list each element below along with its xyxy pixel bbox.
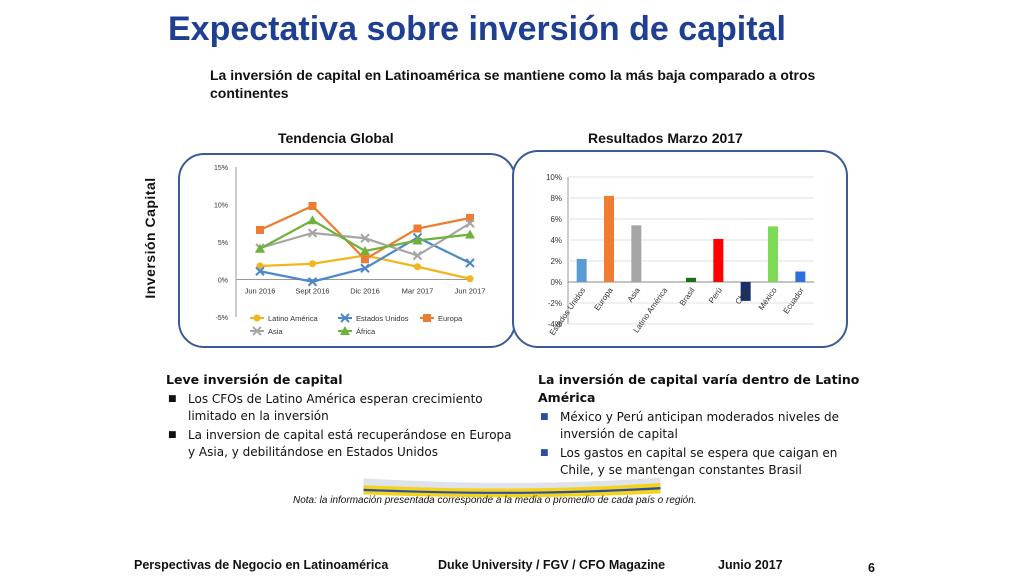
x-tick-label: Dic 2016 [350,287,380,296]
left-column-heading: Leve inversión de capital [166,372,343,387]
bar [768,226,778,282]
footer-left: Perspectivas de Negocio en Latinoamérica [134,558,389,572]
y-tick-label: 10% [214,203,228,210]
slide-subtitle: La inversión de capital en Latinoamérica… [210,67,816,101]
x-tick-label: México [757,286,779,312]
data-point [255,243,265,253]
data-point [413,224,422,233]
data-point [256,226,264,234]
bar [576,258,587,282]
left-bullet: ■ Los CFOs de Latino América esperan crec… [166,391,516,425]
bar [631,225,642,282]
y-axis-label: Inversión Capital [142,177,158,299]
y-tick-label: 10% [546,173,562,182]
data-point [360,246,370,255]
x-tick-label: Asia [626,286,643,304]
x-tick-label: Mar 2017 [402,287,434,296]
bullet-text: Los gastos en capital se espera que caig… [560,446,838,477]
square-bullet-icon: ■ [168,430,177,440]
bar-chart-panel: 10% 8% 6% 4% 2% 0% -2% -4% Estados Unidos Europa A… [512,150,848,348]
bar-chart: 10%8%6%4%2%0%-2%-4%Estados Unidos Europa A… [546,173,814,337]
legend-marker [252,326,262,336]
square-bullet-icon: ■ [168,394,177,404]
data-point [465,218,475,228]
line-chart: 15% 10% 5% 0% -5% Jun 2016 Sept 2016 Dic 2016 Ma… [214,165,486,336]
data-point [361,255,369,264]
data-point [465,229,475,239]
x-tick-label: Jun 2016 [245,287,276,296]
bar [686,277,696,282]
data-point [307,228,318,238]
legend-label: Europa [438,314,463,323]
square-bullet-icon: ■ [540,448,549,458]
bullet-text: México y Perú anticipan moderados nivele… [560,410,840,441]
footer-date: Junio 2017 [718,558,783,572]
data-point [466,214,474,222]
y-tick-label: -2% [548,299,562,308]
y-tick-label: 2% [550,257,562,266]
legend-label: Estados Unidos [356,314,409,323]
bullet-text: Los CFOs de Latino América esperan creci… [188,392,483,423]
y-tick-label: 15% [214,165,228,172]
x-tick-label: Perú [707,286,724,305]
data-point [360,233,370,243]
data-point [255,266,265,276]
legend-marker [253,314,261,322]
footer-decoration [363,477,661,505]
y-tick-label: 4% [550,236,562,245]
right-column-heading: La inversión de capital varía dentro de … [538,372,860,405]
bar [713,238,724,282]
data-point [256,262,264,270]
data-point [309,260,316,268]
footer-center: Duke University / FGV / CFO Magazine [438,558,666,572]
data-point [308,202,317,210]
page-number: 6 [868,561,875,575]
left-bullet: ■ La inversion de capital está recuperánd… [166,427,516,461]
legend-label: Latino América [268,314,318,323]
line-chart-title: Tendencia Global [278,130,394,146]
line-chart-panel: 15% 10% 5% 0% -5% Jun 2016 Sept 2016 Dic 2016 Ma… [178,153,516,348]
right-text-column: La inversión de capital varía dentro de … [538,371,868,479]
y-tick-label: 8% [550,194,562,203]
y-tick-label: 6% [550,215,562,224]
y-tick-label: -5% [216,315,228,322]
x-tick-label: Sept 2016 [295,287,329,296]
bullet-text: La inversion de capital está recuperándo… [188,428,512,459]
data-point [465,258,475,268]
left-text-column: Leve inversión de capital ■ Los CFOs de L… [166,371,516,461]
y-tick-label: -4% [548,320,562,329]
y-tick-label: 0% [218,278,228,285]
bar [740,282,751,301]
x-tick-label: Europa [592,286,614,313]
bar [604,195,614,282]
bar-chart-title: Resultados Marzo 2017 [588,130,743,146]
data-point [466,275,474,283]
data-point [307,215,318,225]
data-point [412,235,423,245]
data-point [412,250,423,261]
legend-marker [423,314,431,322]
data-point [360,263,370,273]
square-bullet-icon: ■ [540,412,549,422]
right-bullet: ■ México y Perú anticipan moderados nivel… [538,409,868,443]
legend-marker [340,313,350,323]
x-tick-label: Brasil [678,286,697,308]
footnote: Nota: la información presentada correspo… [293,495,697,506]
right-bullet: ■ Los gastos en capital se espera que cai… [538,445,868,479]
data-point [307,277,318,287]
legend-label: África [356,327,376,336]
x-tick-label: Jun 2017 [455,287,486,296]
slide-title: Expectativa sobre inversión de capital [168,10,786,48]
y-tick-label: 5% [218,240,228,247]
legend-label: Asia [268,327,283,336]
y-tick-label: 0% [550,278,562,287]
x-tick-label: Ecuador [782,286,807,316]
data-point [414,263,421,271]
bar [795,271,806,282]
legend-marker [340,326,350,335]
